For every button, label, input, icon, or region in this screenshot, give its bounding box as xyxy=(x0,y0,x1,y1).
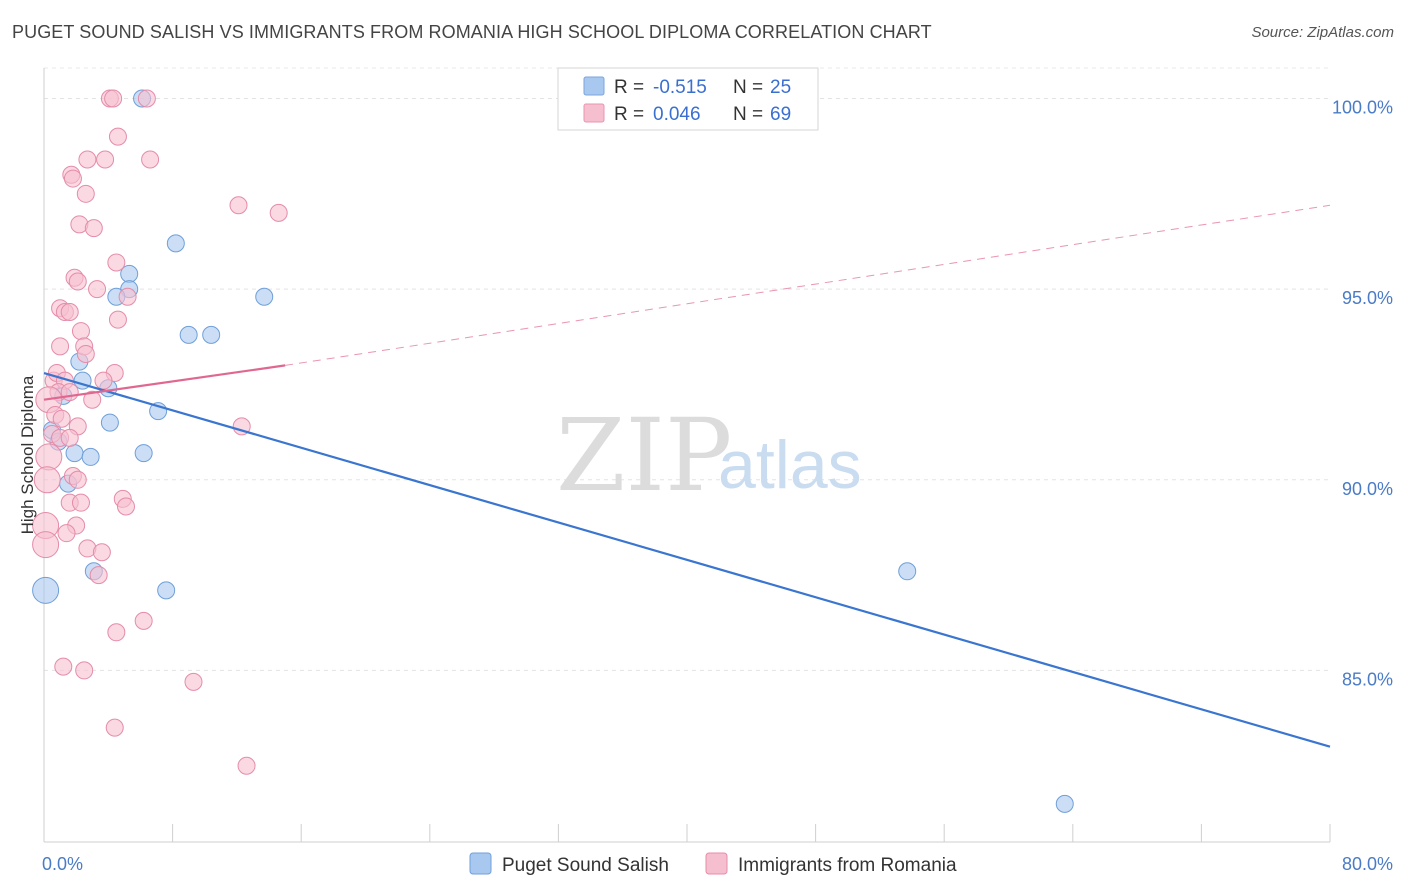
watermark: ZIP atlas xyxy=(556,397,862,514)
series-legend-swatch xyxy=(469,852,492,875)
trend-line-romania xyxy=(43,364,286,401)
data-point-romania xyxy=(63,169,82,188)
data-point-romania xyxy=(60,303,79,322)
data-point-romania xyxy=(35,443,63,471)
data-point-romania xyxy=(94,371,113,390)
legend-n-label: N = xyxy=(733,77,763,98)
data-point-romania xyxy=(68,272,87,291)
data-point-romania xyxy=(107,623,126,642)
data-point-romania xyxy=(107,253,126,272)
data-point-salish xyxy=(134,444,153,463)
tick-labels: 100.0% 95.0% 90.0% 85.0% 0.0% 80.0% xyxy=(42,98,1393,874)
trend-line-salish xyxy=(43,371,1331,748)
data-point-romania xyxy=(116,497,135,516)
data-point-salish xyxy=(166,234,185,253)
data-point-salish xyxy=(1055,794,1074,813)
data-point-romania xyxy=(57,524,76,543)
watermark-zip: ZIP xyxy=(556,397,732,514)
data-point-romania xyxy=(92,543,111,562)
data-point-romania xyxy=(33,466,61,494)
data-point-romania xyxy=(89,566,108,585)
legend-swatch xyxy=(583,76,605,96)
legend-r-label: R = xyxy=(614,104,644,125)
series-legend: Puget Sound Salish Immigrants from Romani… xyxy=(469,852,957,876)
legend-r-value: 0.046 xyxy=(653,104,701,125)
data-point-romania xyxy=(84,219,103,238)
trend-line-romania-extension xyxy=(285,204,1331,366)
data-point-salish xyxy=(255,287,274,306)
data-point-romania xyxy=(237,756,256,775)
data-point-romania xyxy=(76,344,95,363)
data-point-romania xyxy=(52,409,71,428)
data-point-salish xyxy=(100,413,119,432)
stats-legend: R = -0.515 N = 25 R = 0.046 N = 69 xyxy=(557,67,819,131)
x-tick-label-max: 80.0% xyxy=(1342,854,1393,874)
data-point-romania xyxy=(68,470,87,489)
data-point-romania xyxy=(184,672,203,691)
y-tick-label: 100.0% xyxy=(1332,98,1393,118)
data-point-romania xyxy=(78,150,97,169)
data-point-salish xyxy=(81,447,100,466)
data-point-salish xyxy=(898,562,917,581)
data-point-romania xyxy=(134,611,153,630)
grid-lines xyxy=(44,67,1330,671)
series-legend-label: Immigrants from Romania xyxy=(738,855,957,876)
data-point-romania xyxy=(118,287,137,306)
series-legend-label: Puget Sound Salish xyxy=(502,855,669,876)
data-point-romania xyxy=(96,150,115,169)
data-point-romania xyxy=(269,203,288,222)
y-tick-label: 95.0% xyxy=(1342,288,1393,308)
data-point-romania xyxy=(83,390,102,409)
legend-swatch xyxy=(583,103,605,123)
source-label: Source: ZipAtlas.com xyxy=(1251,24,1394,41)
y-tick-label: 90.0% xyxy=(1342,479,1393,499)
data-point-romania xyxy=(60,428,79,447)
data-point-romania xyxy=(229,196,248,215)
data-point-romania xyxy=(71,493,90,512)
watermark-atlas: atlas xyxy=(718,427,862,503)
data-point-romania xyxy=(60,383,79,402)
x-tick-label-min: 0.0% xyxy=(42,854,83,874)
data-point-romania xyxy=(104,89,123,108)
trend-lines xyxy=(43,204,1331,748)
data-point-romania xyxy=(51,337,70,356)
data-point-romania xyxy=(71,322,90,341)
data-point-romania xyxy=(141,150,160,169)
legend-n-value: 25 xyxy=(770,77,791,98)
data-point-salish xyxy=(202,325,221,344)
chart-title: PUGET SOUND SALISH VS IMMIGRANTS FROM RO… xyxy=(12,22,932,42)
data-point-salish xyxy=(157,581,176,600)
y-tick-label: 85.0% xyxy=(1342,669,1393,689)
legend-r-label: R = xyxy=(614,77,644,98)
legend-r-value: -0.515 xyxy=(653,77,707,98)
data-point-romania xyxy=(105,718,124,737)
y-axis-label: High School Diploma xyxy=(18,375,37,534)
legend-n-value: 69 xyxy=(770,104,791,125)
data-point-salish xyxy=(179,325,198,344)
data-point-salish xyxy=(32,576,60,604)
series-legend-swatch xyxy=(705,852,728,875)
data-point-romania xyxy=(88,280,107,299)
data-points xyxy=(32,89,1074,813)
data-point-romania xyxy=(54,657,73,676)
data-point-romania xyxy=(32,531,60,559)
data-point-romania xyxy=(137,89,156,108)
data-point-romania xyxy=(108,127,127,146)
legend-n-label: N = xyxy=(733,104,763,125)
data-point-romania xyxy=(75,661,94,680)
data-point-salish xyxy=(65,444,84,463)
data-point-romania xyxy=(108,310,127,329)
data-point-romania xyxy=(76,184,95,203)
